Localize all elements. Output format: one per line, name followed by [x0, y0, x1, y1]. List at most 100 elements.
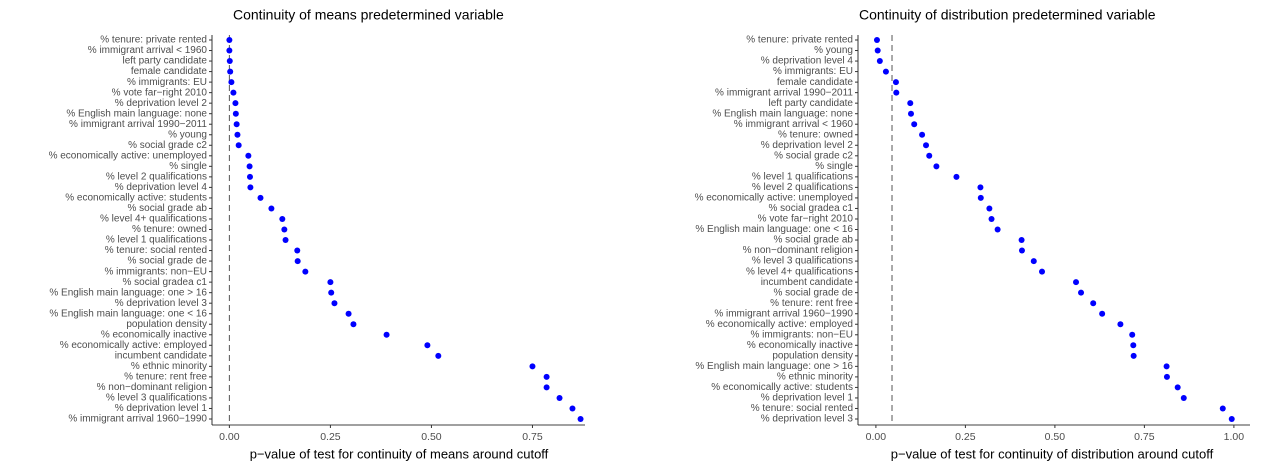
dot — [1130, 342, 1137, 349]
dot — [873, 37, 880, 43]
dot — [246, 163, 253, 170]
dot — [1073, 279, 1080, 286]
dot — [327, 279, 334, 286]
dot — [1117, 321, 1124, 328]
dot — [994, 226, 1001, 233]
dot — [893, 89, 900, 96]
dot — [1163, 363, 1170, 370]
dot — [986, 205, 993, 212]
x-tick-label: 0.25 — [320, 431, 341, 443]
y-tick-label: female candidate — [131, 66, 208, 77]
y-tick-label: % English main language: one > 16 — [49, 287, 207, 298]
dot — [543, 373, 550, 380]
dot — [1099, 310, 1106, 317]
x-tick-label: 0.00 — [219, 431, 240, 443]
dot — [281, 226, 288, 233]
dot — [953, 173, 960, 180]
y-tick-label: % non−dominant religion — [743, 245, 853, 256]
y-tick-label: incumbent candidate — [115, 350, 208, 361]
y-tick-label: % immigrant arrival 1990−2011 — [715, 87, 853, 98]
dot — [257, 194, 264, 201]
dot — [331, 300, 338, 307]
y-tick-label: % deprivation level 4 — [115, 182, 208, 193]
dot — [907, 110, 914, 117]
dot — [1090, 300, 1097, 307]
y-tick-label: % tenure: social rented — [751, 403, 853, 414]
dot — [232, 100, 239, 107]
y-tick-label: % level 3 qualifications — [106, 393, 207, 404]
y-tick-label: % immigrant arrival < 1960 — [734, 119, 854, 130]
y-tick-label: % social grade ab — [128, 203, 208, 214]
y-tick-label: % young — [814, 45, 853, 56]
x-axis-label: p−value of test for continuity of means … — [250, 446, 549, 461]
y-tick-label: % non−dominant religion — [97, 382, 207, 393]
y-tick-label: % English main language: one < 16 — [49, 308, 207, 319]
dot — [294, 258, 301, 265]
y-tick-label: % social grade c2 — [128, 140, 207, 151]
dot — [1018, 247, 1025, 254]
dot — [350, 321, 357, 328]
dot — [227, 68, 234, 75]
y-tick-label: % ethnic minority — [131, 361, 207, 372]
dot — [1039, 268, 1046, 275]
y-tick-label: % deprivation level 2 — [115, 98, 208, 109]
dot — [923, 142, 930, 149]
dot — [226, 58, 233, 65]
y-tick-label: % economically active: unemployed — [49, 150, 207, 161]
x-tick-label: 0.75 — [1134, 431, 1155, 443]
dot — [228, 79, 235, 86]
y-tick-label: % social grade de — [774, 287, 854, 298]
dot — [233, 121, 240, 128]
dot — [569, 405, 576, 412]
y-tick-label: % immigrants: non−EU — [750, 329, 853, 340]
y-tick-label: % level 1 qualifications — [106, 235, 207, 246]
dot — [1130, 352, 1137, 359]
y-tick-label: % economically inactive — [101, 329, 208, 340]
y-tick-label: left party candidate — [769, 98, 854, 109]
dot — [435, 352, 442, 359]
y-tick-label: % immigrants: EU — [127, 77, 207, 88]
x-axis-label: p−value of test for continuity of distri… — [891, 446, 1214, 461]
y-tick-label: % level 3 qualifications — [752, 256, 853, 267]
x-tick-label: 1.00 — [1224, 431, 1245, 443]
y-tick-label: % level 2 qualifications — [106, 172, 207, 183]
y-tick-label: % level 4+ qualifications — [746, 266, 853, 277]
y-tick-label: % English main language: one < 16 — [695, 224, 853, 235]
y-tick-label: population density — [772, 350, 853, 361]
y-tick-label: % tenure: rent free — [770, 298, 853, 309]
dot — [1129, 331, 1136, 338]
y-tick-label: % tenure: social rented — [105, 245, 207, 256]
chart-title: Continuity of means predetermined variab… — [233, 7, 504, 23]
dot — [577, 416, 584, 422]
dot — [328, 289, 335, 296]
y-tick-label: % deprivation level 4 — [761, 56, 854, 67]
dot — [977, 184, 984, 191]
y-tick-label: % economically active: employed — [706, 319, 853, 330]
dot — [1030, 258, 1037, 265]
dot — [235, 142, 242, 149]
y-tick-label: % tenure: private rented — [746, 35, 853, 46]
y-tick-label: % vote far−right 2010 — [112, 87, 208, 98]
y-tick-label: % immigrants: non−EU — [104, 266, 207, 277]
y-tick-label: % English main language: none — [712, 108, 853, 119]
dot — [529, 363, 536, 370]
y-tick-label: % level 2 qualifications — [752, 182, 853, 193]
y-tick-label: % immigrant arrival 1960−1990 — [714, 308, 853, 319]
y-tick-label: % tenure: owned — [778, 129, 853, 140]
y-tick-label: % social gradea c1 — [123, 277, 208, 288]
x-tick-label: 0.50 — [1045, 431, 1066, 443]
y-tick-label: % deprivation level 3 — [761, 414, 854, 425]
y-tick-label: % economically active: students — [65, 193, 207, 204]
dot — [282, 237, 289, 244]
dot — [1163, 373, 1170, 380]
dot — [268, 205, 275, 212]
y-tick-label: left party candidate — [123, 56, 208, 67]
y-tick-label: % single — [815, 161, 853, 172]
x-tick-label: 0.00 — [866, 431, 887, 443]
dot — [424, 342, 431, 349]
dot — [892, 79, 899, 86]
dot — [977, 194, 984, 201]
x-tick-label: 0.50 — [421, 431, 442, 443]
dot — [907, 100, 914, 107]
